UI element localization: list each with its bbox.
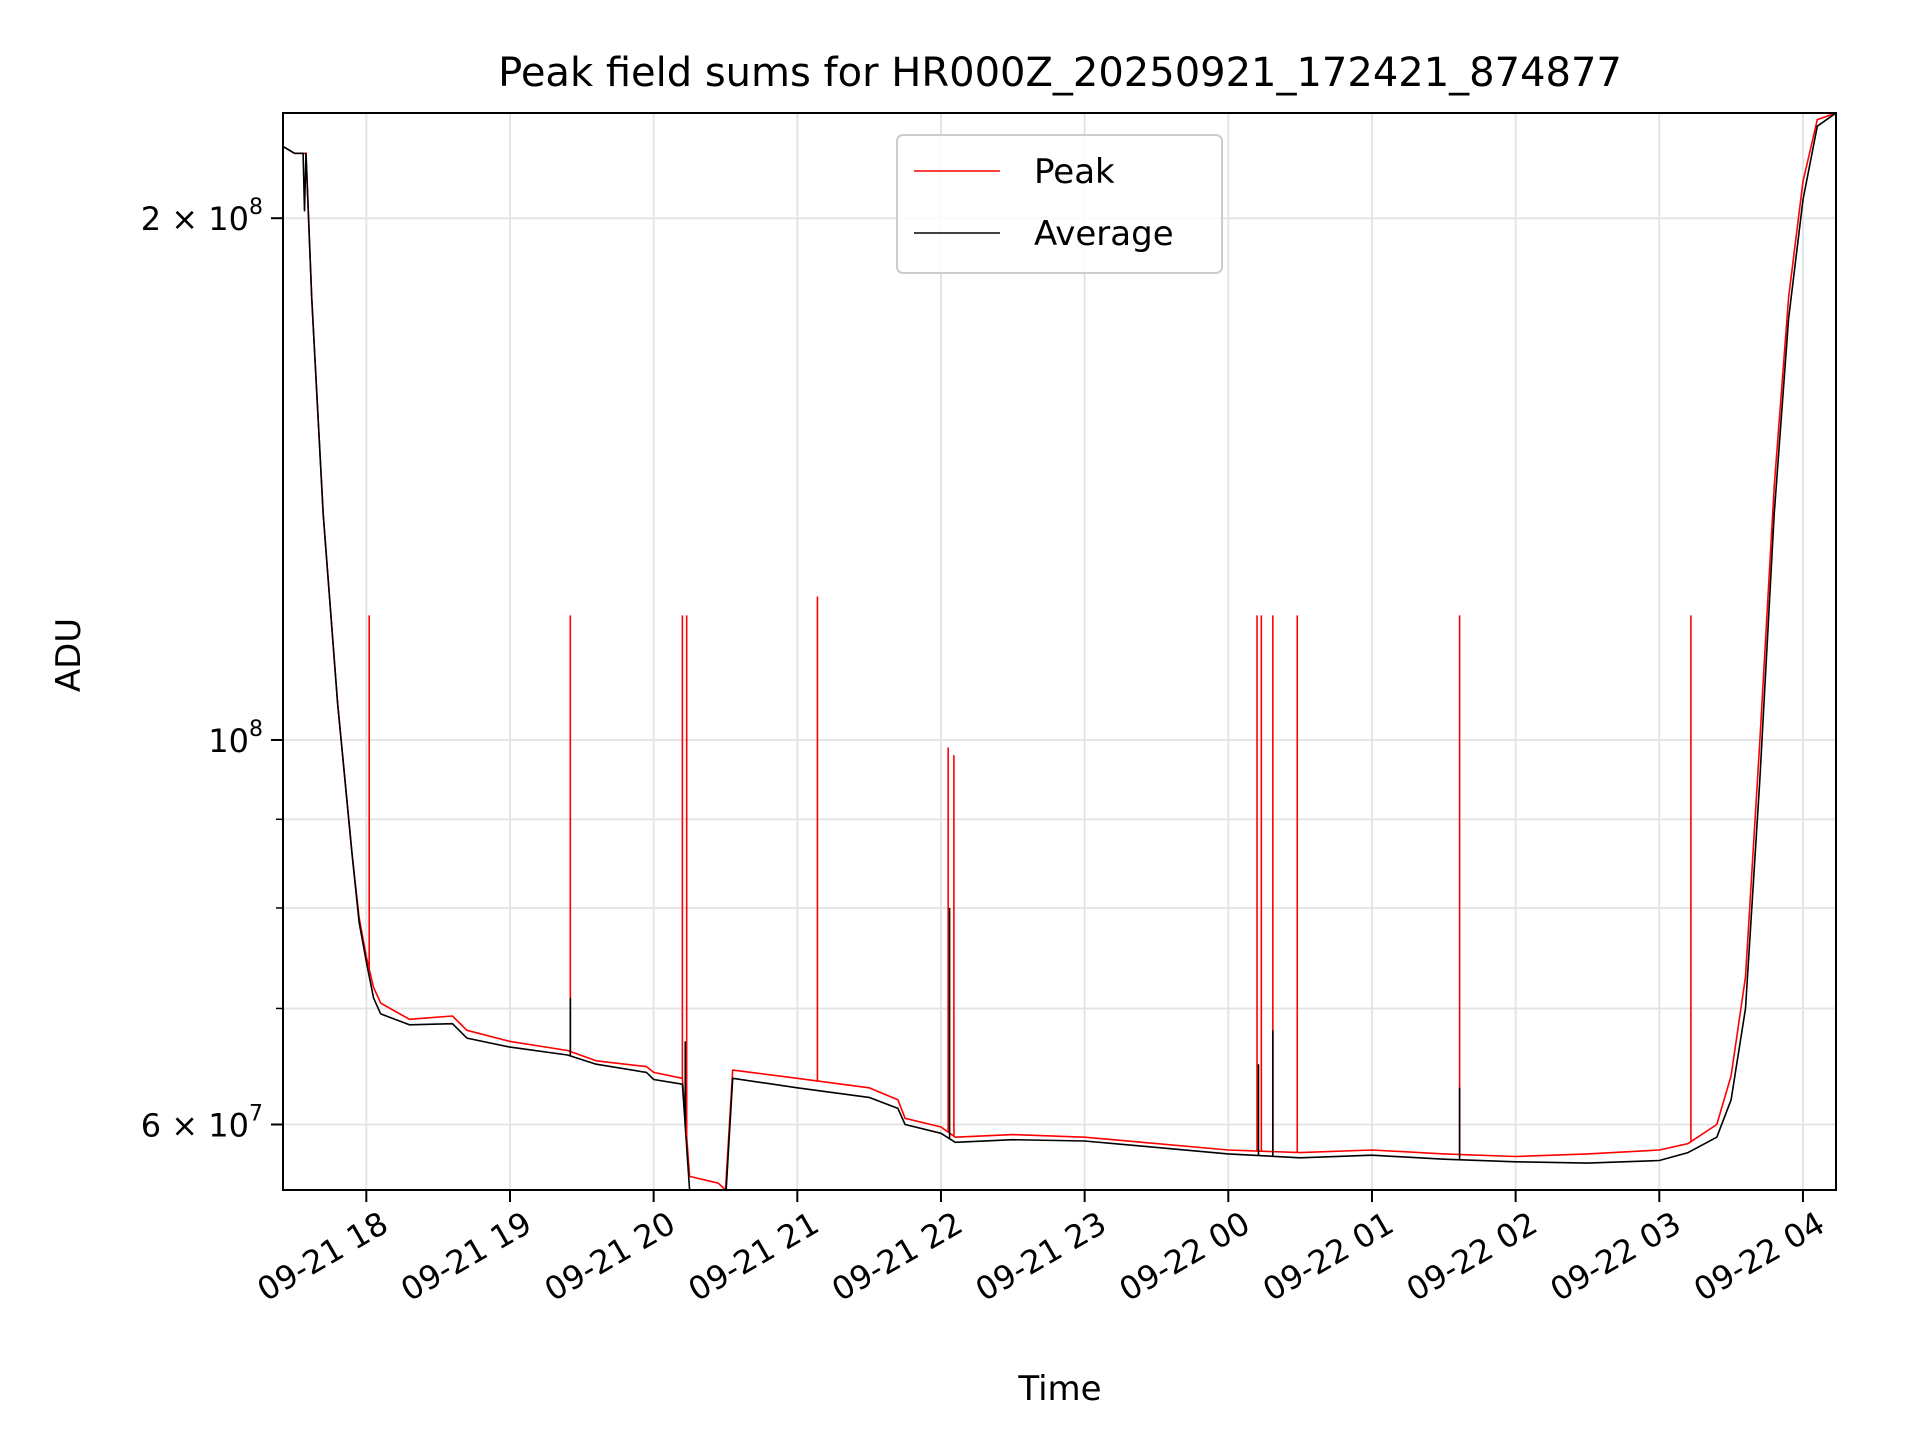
y-tick-label: 108 [208, 717, 263, 760]
y-tick-exponent: 8 [249, 195, 263, 220]
plot-frame [282, 112, 1837, 1191]
chart-title: Peak field sums for HR000Z_20250921_1724… [498, 50, 1622, 96]
y-tick-label: 6 × 107 [141, 1102, 263, 1145]
y-tick-base: 10 [208, 1107, 249, 1145]
y-tick-base: 10 [208, 200, 249, 238]
y-tick-coefficient: 2 × [141, 200, 209, 238]
y-tick-exponent: 8 [249, 717, 263, 742]
x-axis-label: Time [1017, 1369, 1101, 1409]
y-tick-coefficient: 6 × [141, 1107, 209, 1145]
legend-box [896, 134, 1223, 274]
grid [283, 113, 1836, 1190]
y-axis-label: ADU [49, 618, 89, 692]
legend-peak-label: Peak [1034, 152, 1115, 192]
y-tick-exponent: 7 [249, 1102, 263, 1127]
legend: Peak Average [896, 134, 1223, 274]
average-series-line [283, 113, 1836, 1190]
y-tick-base: 10 [208, 722, 249, 760]
peak-series-line [283, 113, 1836, 1190]
series-layer [283, 113, 1836, 1190]
legend-average-label: Average [1034, 214, 1174, 254]
y-tick-label: 2 × 108 [141, 195, 263, 238]
